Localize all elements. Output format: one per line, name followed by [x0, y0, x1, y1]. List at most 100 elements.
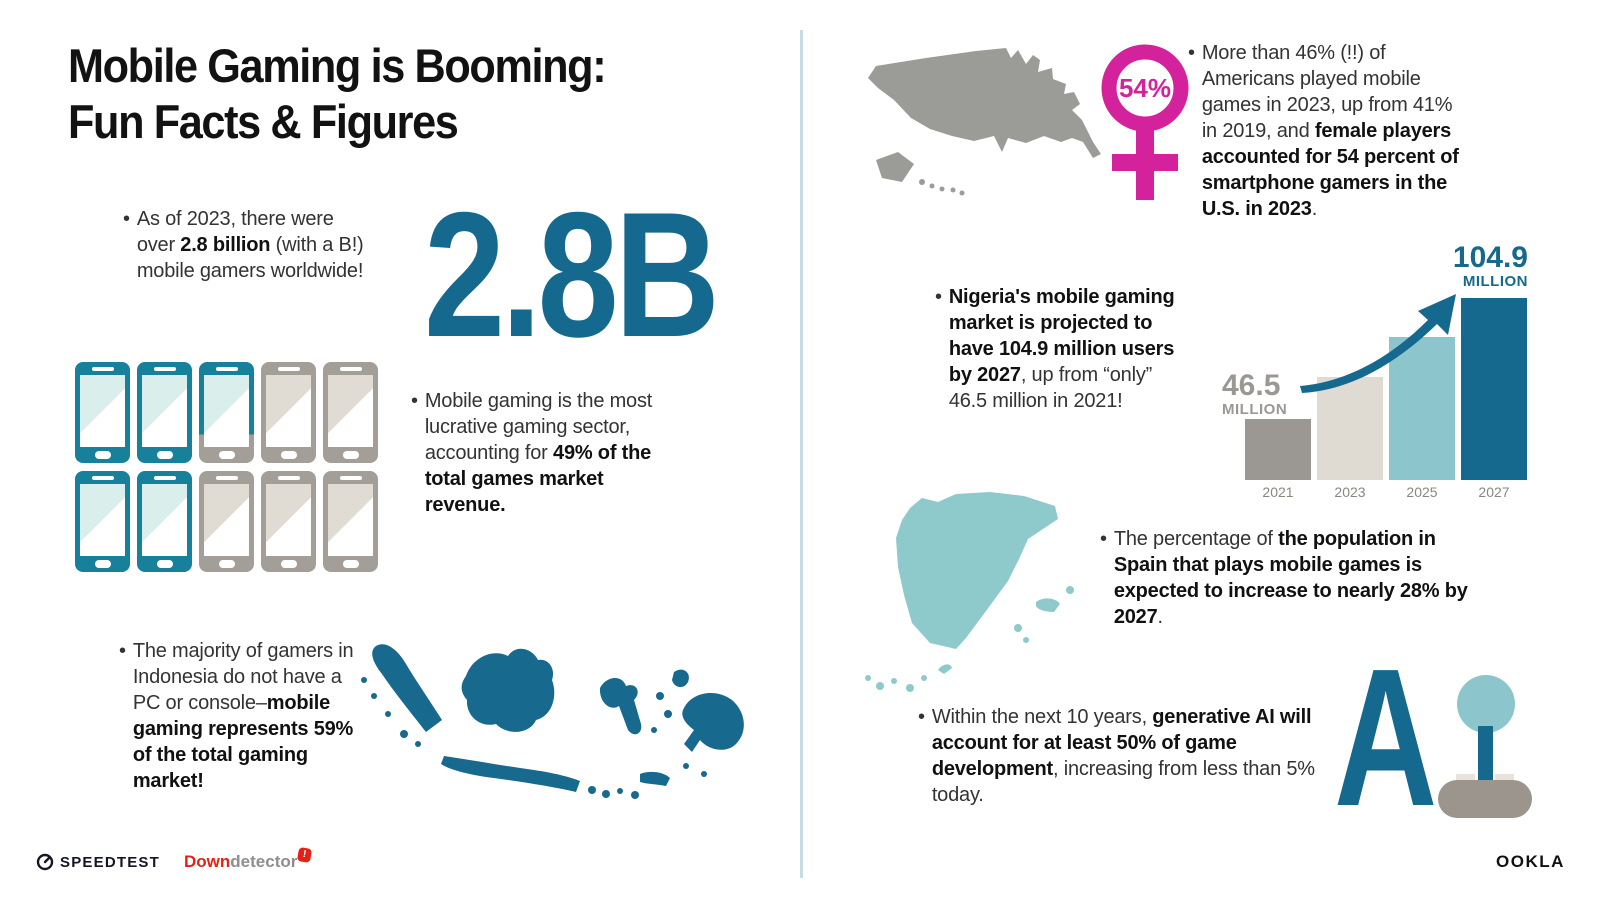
chart-bar-2027: [1461, 298, 1527, 480]
fact-pre: Within the next 10 years,: [931, 706, 1153, 728]
downdetector-logo: Downdetector !: [184, 846, 313, 872]
chart-start-value: 46.5: [1222, 369, 1281, 402]
fact-us-players: • More than 46% (!!) of Americans played…: [1188, 40, 1460, 222]
bullet-dot: •: [1188, 42, 1195, 64]
phone-screen: [80, 375, 125, 447]
fact-bold: 49% of the total games market revenue.: [424, 442, 652, 516]
phone-speaker: [277, 476, 300, 480]
bullet-dot: •: [119, 640, 126, 662]
phone-screen: [328, 375, 373, 447]
fact-pre: Mobile gaming is the most lucrative gami…: [424, 390, 653, 464]
fact-bold: 2.8 billion: [180, 234, 271, 256]
phone-home-button: [280, 451, 297, 459]
fact-bold: generative AI will account for at least …: [931, 706, 1312, 780]
smartphone-icon: [137, 471, 192, 572]
phone-home-button: [342, 451, 359, 459]
phone-screen: [266, 484, 311, 556]
fact-bold: Nigeria's mobile gaming market is projec…: [948, 286, 1175, 386]
joystick-icon: [1438, 675, 1532, 818]
female-symbol-icon: 54%: [1101, 44, 1189, 200]
footer-brands: SPEEDTEST Downdetector !: [36, 846, 313, 872]
bullet-dot: •: [123, 208, 130, 230]
fact-bold: the population in Spain that plays mobil…: [1113, 528, 1468, 628]
downdetector-word-down: Down: [184, 852, 231, 871]
usa-map-icon: [868, 48, 1101, 196]
ai-letter-a: A: [1334, 628, 1438, 847]
phone-screen: [328, 484, 373, 556]
speedtest-gauge-icon: [36, 853, 54, 871]
fact-post: .: [1311, 198, 1318, 220]
chart-end-value: 104.9: [1452, 241, 1528, 274]
bullet-dot: •: [935, 286, 942, 308]
fact-post: , up from “only” 46.5 million in 2021!: [948, 364, 1153, 412]
ookla-logo: OOKLA: [1496, 852, 1565, 871]
fact-bold: female players accounted for 54 percent …: [1201, 120, 1459, 220]
smartphone-icon: [75, 471, 130, 572]
phone-screen: [204, 375, 249, 447]
big-stat-2-8b: 2.8B: [424, 175, 720, 374]
nigeria-chart-years: 2021 2023 2025 2027: [1245, 484, 1529, 500]
phone-speaker: [339, 367, 362, 371]
fact-text: Nigeria's mobile gaming market is projec…: [949, 284, 1189, 414]
badge-54-percent: 54%: [1119, 73, 1171, 103]
phone-home-button: [156, 451, 173, 459]
fact-revenue-share: • Mobile gaming is the most lucrative ga…: [411, 388, 654, 518]
vertical-divider: [800, 30, 803, 878]
nigeria-chart-bars: [1245, 296, 1529, 480]
chart-year-label: 2021: [1262, 484, 1294, 500]
phone-screen: [142, 375, 187, 447]
fact-pre: As of 2023, there were over: [136, 208, 334, 256]
indonesia-map-icon: [361, 644, 744, 799]
speedtest-logo: SPEEDTEST: [36, 853, 160, 871]
speedtest-wordmark: SPEEDTEST: [60, 853, 160, 871]
chart-year-label: 2025: [1406, 484, 1438, 500]
chart-end-label: 104.9 MILLION: [1425, 242, 1528, 289]
chart-end-unit: MILLION: [1462, 272, 1528, 290]
phone-speaker: [153, 367, 176, 371]
phone-home-button: [156, 560, 173, 568]
phone-screen: [266, 375, 311, 447]
chart-start-unit: MILLION: [1222, 400, 1288, 418]
fact-post: .: [1157, 606, 1164, 628]
downdetector-exclamation-badge: !: [297, 846, 313, 864]
title-line-1: Mobile Gaming is Booming:: [68, 39, 607, 92]
fact-text: Within the next 10 years, generative AI …: [932, 704, 1318, 808]
fact-text: More than 46% (!!) of Americans played m…: [1202, 40, 1460, 222]
fact-text: The majority of gamers in Indonesia do n…: [133, 638, 369, 794]
fact-text: Mobile gaming is the most lucrative gami…: [425, 388, 654, 518]
phone-home-button: [94, 451, 111, 459]
smartphone-icon: [323, 471, 378, 572]
phone-speaker: [215, 476, 238, 480]
phone-home-button: [218, 451, 235, 459]
phone-screen: [142, 484, 187, 556]
phone-speaker: [339, 476, 362, 480]
title-line-2: Fun Facts & Figures: [68, 95, 459, 149]
chart-bar-2023: [1317, 377, 1383, 480]
bullet-dot: •: [918, 706, 925, 728]
downdetector-word-detector: detector: [230, 852, 298, 871]
phone-home-button: [280, 560, 297, 568]
phone-speaker: [153, 476, 176, 480]
phone-home-button: [94, 560, 111, 568]
phone-speaker: [277, 367, 300, 371]
fact-spain: • The percentage of the population in Sp…: [1100, 526, 1482, 630]
chart-bar-2025: [1389, 337, 1455, 480]
fact-post: (with a B!) mobile gamers worldwide!: [136, 234, 364, 282]
chart-year-label: 2027: [1478, 484, 1510, 500]
phone-speaker: [91, 476, 114, 480]
smartphone-icon: [199, 362, 254, 463]
bullet-dot: •: [411, 390, 418, 412]
phones-grid: [75, 362, 378, 572]
phone-speaker: [215, 367, 238, 371]
fact-bold: mobile gaming represents 59% of the tota…: [132, 692, 354, 792]
phone-home-button: [342, 560, 359, 568]
chart-year-label: 2023: [1334, 484, 1366, 500]
fact-pre: More than 46% (!!) of Americans played m…: [1201, 42, 1453, 142]
fact-pre: The majority of gamers in Indonesia do n…: [132, 640, 354, 714]
smartphone-icon: [137, 362, 192, 463]
chart-bar-2021: [1245, 419, 1311, 480]
fact-indonesia: • The majority of gamers in Indonesia do…: [119, 638, 369, 794]
fact-nigeria: • Nigeria's mobile gaming market is proj…: [935, 284, 1189, 414]
fact-pre: The percentage of: [1113, 528, 1279, 550]
fact-text: The percentage of the population in Spai…: [1114, 526, 1482, 630]
